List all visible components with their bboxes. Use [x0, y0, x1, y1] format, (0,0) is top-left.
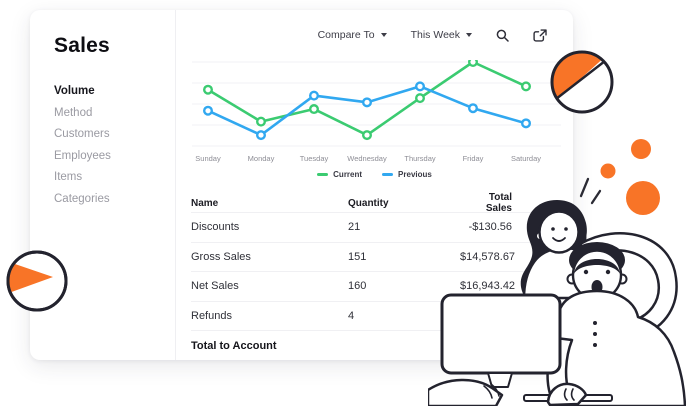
table-row-gross-sales: Gross Sales 151 $14,578.67	[191, 241, 557, 272]
data-point-previous-sunday[interactable]	[203, 105, 214, 116]
period-label: This Week	[410, 29, 460, 41]
orange-dots-decoration	[600, 139, 660, 215]
boy-hand	[546, 382, 588, 406]
data-point-previous-wednesday[interactable]	[361, 97, 372, 108]
keyboard	[523, 394, 613, 402]
total-to-account-label: Total to Account	[191, 340, 277, 352]
sales-line-chart: Sunday Monday Tuesday Wednesday Thursday Frid…	[192, 60, 561, 163]
boy-face	[571, 249, 623, 301]
chart-legend: Current Previous	[176, 170, 573, 179]
data-point-current-thursday[interactable]	[414, 93, 425, 104]
x-tick-label: Sunday	[195, 154, 221, 163]
x-tick-label: Friday	[463, 154, 484, 163]
chevron-down-icon	[380, 33, 387, 37]
sidebar-item-method[interactable]: Method	[54, 106, 93, 119]
cell-name: Gross Sales	[191, 250, 251, 263]
table-row-net-sales: Net Sales 160 $16,943.42	[191, 271, 557, 301]
x-tick-label: Monday	[248, 154, 275, 163]
legend-label: Previous	[398, 170, 432, 179]
sidebar-item-categories[interactable]: Categories	[54, 192, 110, 205]
cell-total: -$130.56	[468, 221, 512, 234]
data-point-previous-friday[interactable]	[468, 103, 479, 114]
sales-table: Name Quantity Total Sales Discounts 21 -$1…	[191, 192, 557, 361]
cell-total: $16,943.42	[460, 280, 516, 293]
table-header-row: Name Quantity Total Sales	[191, 192, 557, 214]
data-point-previous-tuesday[interactable]	[308, 90, 319, 101]
column-header-quantity: Quantity	[348, 197, 389, 209]
chevron-down-icon	[466, 33, 472, 37]
search-icon	[496, 29, 509, 42]
sales-card: Sales Volume Method Customers Employees Item…	[30, 10, 573, 360]
main-panel: Compare To This Week	[176, 10, 573, 360]
sketch-marks-decoration	[579, 177, 602, 205]
sidebar: Sales Volume Method Customers Employees Item…	[30, 10, 176, 360]
cell-quantity: 21	[348, 221, 361, 234]
cell-quantity: 4	[348, 309, 355, 322]
cell-name: Refunds	[191, 309, 232, 322]
series-line-previous	[206, 85, 528, 137]
sidebar-item-customers[interactable]: Customers	[54, 128, 110, 140]
data-point-current-saturday[interactable]	[521, 81, 532, 92]
legend-previous: Previous	[382, 170, 432, 179]
data-point-current-wednesday[interactable]	[361, 130, 372, 141]
compare-to-dropdown[interactable]: Compare To	[318, 29, 387, 41]
monitor-stand	[487, 372, 513, 388]
legend-swatch	[382, 172, 394, 177]
cell-total: $14,578.67	[460, 250, 516, 263]
x-tick-label: Thursday	[404, 154, 436, 163]
boy-hair	[569, 242, 625, 278]
column-header-total-sales: Total Sales	[485, 192, 512, 214]
x-tick-label: Wednesday	[347, 154, 387, 163]
table-body: Discounts 21 -$130.56 Gross Sales 151 $14,578…	[191, 212, 557, 330]
woman-forearm	[428, 378, 504, 406]
period-dropdown[interactable]: This Week	[411, 29, 472, 41]
page-title: Sales	[54, 34, 110, 57]
data-point-current-sunday[interactable]	[203, 84, 214, 95]
table-row-refunds: Refunds 4	[191, 300, 557, 331]
toolbar: Compare To This Week	[176, 10, 573, 60]
sidebar-menu: Volume Method Customers Employees Items Categ…	[30, 85, 175, 205]
search-button[interactable]	[496, 29, 509, 42]
cell-name: Discounts	[191, 221, 240, 234]
column-header-name: Name	[191, 197, 219, 209]
cell-name: Net Sales	[191, 280, 239, 293]
table-row-discounts: Discounts 21 -$130.56	[191, 212, 557, 242]
cell-quantity: 151	[348, 250, 367, 263]
table-footer-row: Total to Account	[191, 330, 557, 361]
woman-arm	[578, 232, 678, 339]
data-point-current-monday[interactable]	[255, 116, 266, 127]
sidebar-item-employees[interactable]: Employees	[54, 149, 111, 162]
data-point-current-friday[interactable]	[468, 60, 478, 67]
data-point-previous-saturday[interactable]	[521, 118, 532, 129]
legend-label: Current	[333, 170, 363, 179]
compare-to-label: Compare To	[317, 29, 375, 41]
legend-swatch	[317, 172, 329, 177]
data-point-previous-monday[interactable]	[255, 130, 266, 141]
legend-current: Current	[317, 170, 362, 179]
x-tick-label: Tuesday	[300, 154, 329, 163]
data-point-previous-thursday[interactable]	[414, 81, 425, 92]
sidebar-item-items[interactable]: Items	[54, 171, 83, 183]
share-icon	[533, 28, 547, 42]
sidebar-item-volume[interactable]: Volume	[54, 85, 95, 97]
export-button[interactable]	[533, 28, 547, 42]
x-tick-label: Saturday	[511, 154, 541, 163]
cell-quantity: 160	[348, 280, 367, 293]
data-point-current-tuesday[interactable]	[308, 104, 319, 115]
